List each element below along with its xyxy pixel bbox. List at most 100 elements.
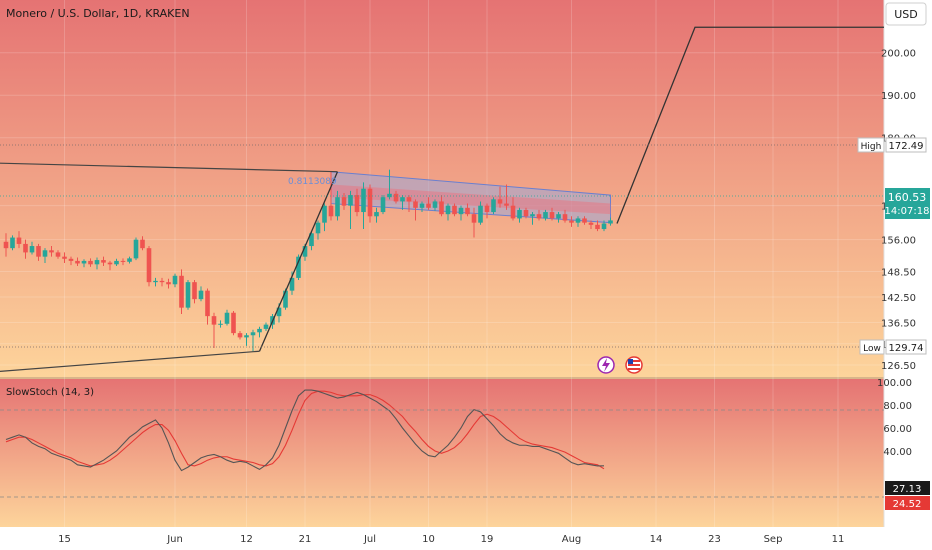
candle-body [406, 197, 412, 202]
candle-body [192, 282, 197, 300]
price-tick-label: 142.50 [881, 293, 916, 304]
candle-body [81, 260, 87, 264]
candle-body [68, 258, 74, 261]
candle-body [153, 280, 158, 283]
candle-body [510, 205, 516, 219]
candle-body [114, 260, 119, 265]
price-tick-label: 200.00 [881, 49, 916, 60]
last-price-value: 160.53 [888, 191, 927, 204]
candle-body [575, 218, 581, 223]
currency-button-label: USD [894, 8, 918, 21]
low-marker-label: Low [863, 344, 881, 354]
candle-body [257, 328, 262, 333]
candle-body [88, 260, 93, 265]
upper-trendline[interactable] [0, 162, 338, 173]
candle-body [94, 260, 100, 265]
candle-body [374, 212, 379, 217]
time-tick-label: Jul [363, 534, 376, 545]
time-tick-label: 15 [58, 534, 71, 545]
candle-body [549, 212, 555, 219]
candle-body [341, 197, 347, 206]
ascending-trendline[interactable] [258, 171, 339, 352]
candle-body [595, 224, 600, 230]
time-tick-label: Aug [562, 534, 582, 545]
candle-body [601, 223, 607, 230]
time-tick-label: Sep [764, 534, 783, 545]
candle-body [16, 237, 22, 244]
candle-body [127, 258, 132, 262]
candle-body [335, 197, 340, 217]
candle-body [354, 195, 360, 213]
candle-body [517, 209, 522, 219]
candle-body [185, 282, 191, 308]
time-tick-label: 21 [299, 534, 312, 545]
lower-trendline[interactable] [0, 350, 260, 372]
candle-body [491, 199, 496, 213]
fib-inner-zone [331, 184, 611, 215]
candle-body [569, 220, 574, 223]
osc-tick-label: 60.00 [883, 424, 912, 435]
candle-body [42, 250, 48, 257]
low-marker: Low 129.74 [859, 339, 927, 355]
candle-body [36, 246, 41, 257]
candle-body [465, 207, 470, 215]
candle-body [588, 222, 594, 225]
candle-body [23, 243, 28, 253]
osc-d-marker: 24.52 [885, 496, 930, 510]
candle-body [211, 316, 217, 325]
oscillator-title: SlowStoch (14, 3) [6, 387, 94, 398]
countdown-value: 14:07:18 [885, 206, 930, 217]
candle-body [361, 188, 366, 213]
candle-body [250, 332, 256, 336]
price-tick-label: 156.00 [881, 236, 916, 247]
osc-tick-label: 80.00 [883, 401, 912, 412]
stoch-k-line [5, 389, 605, 472]
candle-body [244, 335, 249, 338]
candle-body [426, 203, 431, 208]
candle-body [166, 282, 171, 285]
osc-tick-label: 100.00 [877, 378, 912, 389]
candle-body [218, 323, 223, 325]
chart-title: Monero / U.S. Dollar, 1D, KRAKEN [6, 7, 190, 20]
candle-body [224, 312, 230, 324]
time-tick-label: 11 [832, 534, 845, 545]
last-price-marker: 160.53 14:07:18 [885, 188, 930, 219]
osc-d-value: 24.52 [893, 499, 922, 510]
low-marker-value: 129.74 [889, 343, 924, 354]
candle-body [133, 239, 139, 259]
price-tick-label: 148.50 [881, 268, 916, 279]
us-flag-event-icon[interactable] [625, 356, 643, 374]
candle-body [322, 205, 327, 223]
oscillator-axis[interactable]: 100.00 80.00 60.00 40.00 [877, 378, 912, 458]
candle-body [263, 324, 269, 329]
stoch-d-line [5, 390, 605, 470]
candle-body [562, 214, 568, 221]
lightning-event-icon[interactable] [597, 356, 615, 374]
candle-body [452, 205, 457, 215]
candle-body [556, 214, 561, 219]
price-tick-label: 190.00 [881, 91, 916, 102]
projection-path[interactable] [616, 26, 884, 224]
candle-body [231, 312, 236, 334]
candle-body [582, 218, 587, 223]
time-tick-label: 14 [650, 534, 663, 545]
candle-body [471, 214, 477, 223]
candle-body [172, 275, 178, 285]
time-tick-label: 23 [708, 534, 721, 545]
time-tick-label: 10 [422, 534, 435, 545]
candle-body [107, 262, 113, 265]
candle-body [309, 233, 314, 247]
candle-body [445, 205, 451, 215]
candle-body [179, 275, 184, 308]
currency-button[interactable]: USD [885, 2, 927, 26]
candle-body [140, 239, 145, 249]
grid-lines [0, 0, 884, 527]
candle-body [101, 260, 106, 263]
candle-body [432, 201, 438, 208]
time-tick-label: 12 [240, 534, 253, 545]
candle-body [523, 209, 529, 217]
osc-tick-label: 40.00 [883, 447, 912, 458]
time-axis[interactable]: 15 Jun 12 21 Jul 10 19 Aug 14 23 Sep 11 [58, 534, 844, 545]
